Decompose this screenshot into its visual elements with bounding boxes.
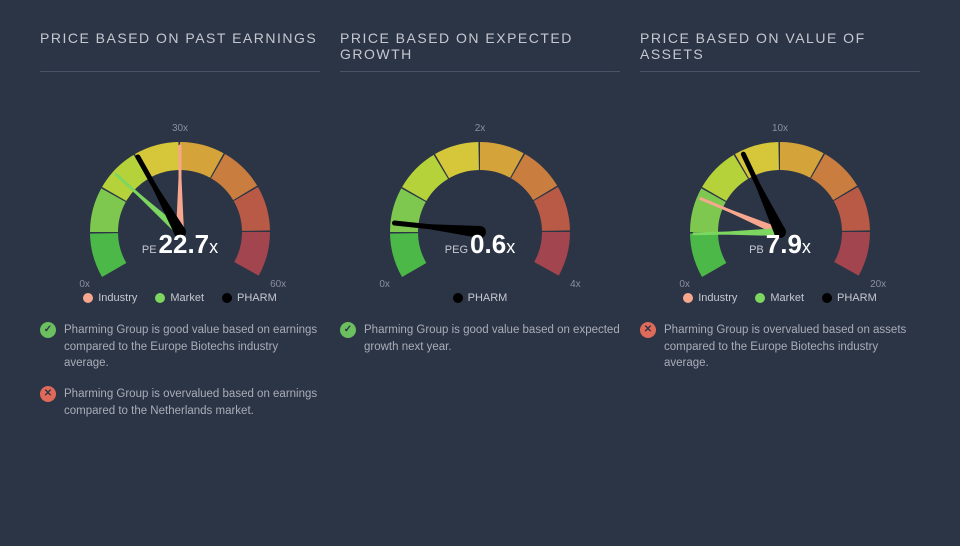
market-dot-icon xyxy=(155,293,165,303)
gauge-segment xyxy=(690,233,726,277)
gauge-value: PB7.9x xyxy=(749,229,811,260)
legend-item-industry: Industry xyxy=(683,292,737,304)
legend: Industry Market PHARM xyxy=(640,292,920,304)
note-text: Pharming Group is good value based on ex… xyxy=(364,322,620,355)
gauge-segment xyxy=(834,232,870,276)
notes: ✓ Pharming Group is good value based on e… xyxy=(40,322,320,419)
gauge-value: PE22.7x xyxy=(142,229,218,260)
metric-unit: x xyxy=(506,237,515,257)
gauge: 0x 30x 60x PE22.7x xyxy=(40,92,320,292)
legend-item-pharm: PHARM xyxy=(822,292,877,304)
note: ✓ Pharming Group is good value based on e… xyxy=(340,322,620,355)
legend: PHARM xyxy=(340,292,620,304)
metric-unit: x xyxy=(209,237,218,257)
metric-abbr: PEG xyxy=(445,244,468,256)
legend-label: Market xyxy=(170,292,204,304)
legend-item-pharm: PHARM xyxy=(453,292,508,304)
metric-abbr: PB xyxy=(749,244,764,256)
legend-label: PHARM xyxy=(837,292,877,304)
note-text: Pharming Group is overvalued based on as… xyxy=(664,322,920,372)
check-icon: ✓ xyxy=(340,322,356,338)
note-text: Pharming Group is overvalued based on ea… xyxy=(64,386,320,419)
legend-label: Industry xyxy=(98,292,137,304)
gauge-segment xyxy=(534,232,570,276)
gauge-segment xyxy=(90,233,126,277)
panel-title: PRICE BASED ON PAST EARNINGS xyxy=(40,30,320,72)
market-dot-icon xyxy=(755,293,765,303)
legend: Industry Market PHARM xyxy=(40,292,320,304)
metric-unit: x xyxy=(802,237,811,257)
x-icon: ✕ xyxy=(40,386,56,402)
gauge-tick-label: 10x xyxy=(772,123,788,134)
note: ✕ Pharming Group is overvalued based on a… xyxy=(640,322,920,372)
gauge-tick-label: 2x xyxy=(475,123,486,134)
gauge: 0x 2x 4x PEG0.6x xyxy=(340,92,620,292)
industry-dot-icon xyxy=(683,293,693,303)
notes: ✕ Pharming Group is overvalued based on a… xyxy=(640,322,920,372)
metric-value: 0.6 xyxy=(470,229,506,259)
pharm-dot-icon xyxy=(222,293,232,303)
metric-value: 22.7 xyxy=(159,229,210,259)
notes: ✓ Pharming Group is good value based on e… xyxy=(340,322,620,355)
gauge-tick-label: 0x xyxy=(679,279,690,287)
x-icon: ✕ xyxy=(640,322,656,338)
gauge-segment xyxy=(234,232,270,276)
check-icon: ✓ xyxy=(40,322,56,338)
legend-item-market: Market xyxy=(755,292,804,304)
legend-label: Industry xyxy=(698,292,737,304)
industry-dot-icon xyxy=(83,293,93,303)
gauge-value: PEG0.6x xyxy=(445,229,515,260)
gauge-tick-label: 60x xyxy=(270,279,286,287)
pharm-dot-icon xyxy=(453,293,463,303)
legend-item-industry: Industry xyxy=(83,292,137,304)
panel-title: PRICE BASED ON VALUE OF ASSETS xyxy=(640,30,920,72)
panel-pb: PRICE BASED ON VALUE OF ASSETS 0x 10x 20x PB… xyxy=(640,30,920,516)
panel-peg: PRICE BASED ON EXPECTED GROWTH 0x 2x 4x PEG0… xyxy=(340,30,620,516)
gauge-tick-label: 20x xyxy=(870,279,886,287)
gauge-tick-label: 4x xyxy=(570,279,581,287)
gauge-tick-label: 30x xyxy=(172,123,188,134)
metric-abbr: PE xyxy=(142,244,157,256)
legend-label: Market xyxy=(770,292,804,304)
gauge-tick-label: 0x xyxy=(79,279,90,287)
note: ✕ Pharming Group is overvalued based on e… xyxy=(40,386,320,419)
note-text: Pharming Group is good value based on ea… xyxy=(64,322,320,372)
pharm-dot-icon xyxy=(822,293,832,303)
panel-title: PRICE BASED ON EXPECTED GROWTH xyxy=(340,30,620,72)
gauge: 0x 10x 20x PB7.9x xyxy=(640,92,920,292)
gauge-segment xyxy=(390,233,426,277)
note: ✓ Pharming Group is good value based on e… xyxy=(40,322,320,372)
gauge-tick-label: 0x xyxy=(379,279,390,287)
legend-label: PHARM xyxy=(237,292,277,304)
metric-value: 7.9 xyxy=(766,229,802,259)
legend-item-pharm: PHARM xyxy=(222,292,277,304)
legend-label: PHARM xyxy=(468,292,508,304)
panel-pe: PRICE BASED ON PAST EARNINGS 0x 30x 60x PE22… xyxy=(40,30,320,516)
legend-item-market: Market xyxy=(155,292,204,304)
